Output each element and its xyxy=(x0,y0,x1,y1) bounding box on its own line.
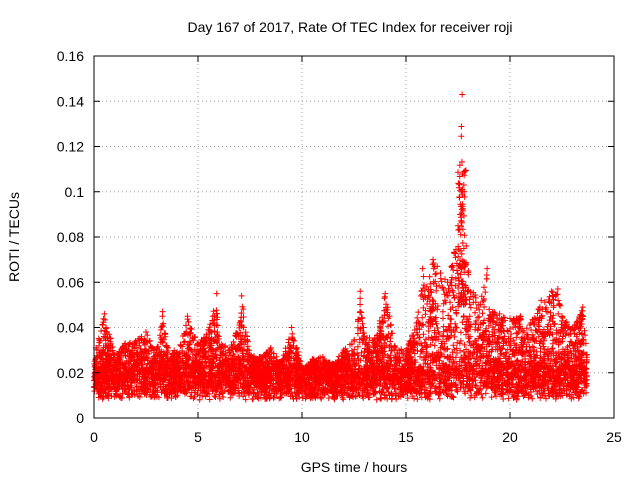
data-point xyxy=(392,344,399,351)
data-point xyxy=(465,267,472,274)
data-point xyxy=(423,283,430,290)
x-tick-label: 20 xyxy=(502,429,518,445)
data-point xyxy=(111,351,118,358)
data-point xyxy=(484,265,491,272)
data-point xyxy=(236,319,243,326)
x-tick-label: 10 xyxy=(294,429,310,445)
y-tick-label: 0.02 xyxy=(57,365,84,381)
data-point xyxy=(403,347,409,354)
data-point xyxy=(309,356,316,363)
data-point xyxy=(357,288,364,295)
data-point xyxy=(153,347,160,354)
y-tick-label: 0.1 xyxy=(65,184,85,200)
data-point xyxy=(382,290,389,297)
data-point xyxy=(213,290,220,297)
data-point xyxy=(174,349,181,356)
data-point xyxy=(278,358,285,365)
data-point xyxy=(559,313,565,320)
data-point xyxy=(538,297,545,304)
scatter-background-points xyxy=(91,123,590,403)
data-point xyxy=(340,347,347,354)
y-tick-label: 0.06 xyxy=(57,274,84,290)
y-axis-label: ROTI / TECUs xyxy=(6,192,22,282)
data-point xyxy=(184,313,191,320)
data-point xyxy=(475,301,482,308)
y-tick-label: 0.14 xyxy=(57,93,84,109)
data-point xyxy=(195,340,201,347)
data-point xyxy=(486,306,493,313)
data-point xyxy=(330,360,337,367)
y-tick-label: 0.16 xyxy=(57,48,84,64)
data-point xyxy=(288,324,295,331)
data-point xyxy=(527,319,534,326)
data-point xyxy=(163,342,170,349)
data-point xyxy=(361,333,368,340)
data-point xyxy=(143,329,149,336)
data-point xyxy=(579,304,586,311)
data-point xyxy=(548,288,555,295)
data-point xyxy=(569,324,576,331)
x-axis-label: GPS time / hours xyxy=(301,459,408,475)
y-tick-label: 0 xyxy=(76,410,84,426)
data-point xyxy=(496,310,503,317)
data-point xyxy=(507,315,513,322)
data-point xyxy=(101,310,108,317)
data-point xyxy=(267,344,274,351)
x-tick-label: 25 xyxy=(606,429,622,445)
data-point xyxy=(226,347,233,354)
data-point xyxy=(413,319,420,326)
data-point xyxy=(444,279,451,286)
data-point xyxy=(132,338,139,345)
data-point xyxy=(419,265,426,272)
x-tick-label: 0 xyxy=(90,429,98,445)
y-tick-label: 0.12 xyxy=(57,139,84,155)
data-point xyxy=(455,222,461,229)
data-point xyxy=(371,335,378,342)
axis-ticks: 0 0.02 0.04 0.06 0.08 0.1 0.12 0.14 0.16 0 5 10 15 20… xyxy=(57,48,622,445)
data-point xyxy=(215,335,222,342)
data-point xyxy=(430,256,437,263)
data-point xyxy=(122,340,129,347)
x-tick-label: 5 xyxy=(194,429,202,445)
data-point xyxy=(517,313,524,320)
data-point xyxy=(159,308,166,315)
y-tick-label: 0.04 xyxy=(57,320,84,336)
data-point xyxy=(461,188,468,195)
chart-title: Day 167 of 2017, Rate Of TEC Index for r… xyxy=(187,19,512,35)
data-point xyxy=(205,326,212,333)
data-point xyxy=(351,338,357,345)
data-point xyxy=(583,351,590,358)
data-point xyxy=(247,351,253,358)
data-point xyxy=(299,365,305,372)
x-tick-label: 15 xyxy=(398,429,414,445)
data-point xyxy=(459,91,466,98)
data-point xyxy=(257,353,264,360)
y-tick-label: 0.08 xyxy=(57,229,84,245)
data-point xyxy=(434,263,441,270)
data-points xyxy=(91,91,590,403)
data-point xyxy=(238,292,245,299)
data-point xyxy=(319,353,326,360)
data-point xyxy=(554,286,561,293)
